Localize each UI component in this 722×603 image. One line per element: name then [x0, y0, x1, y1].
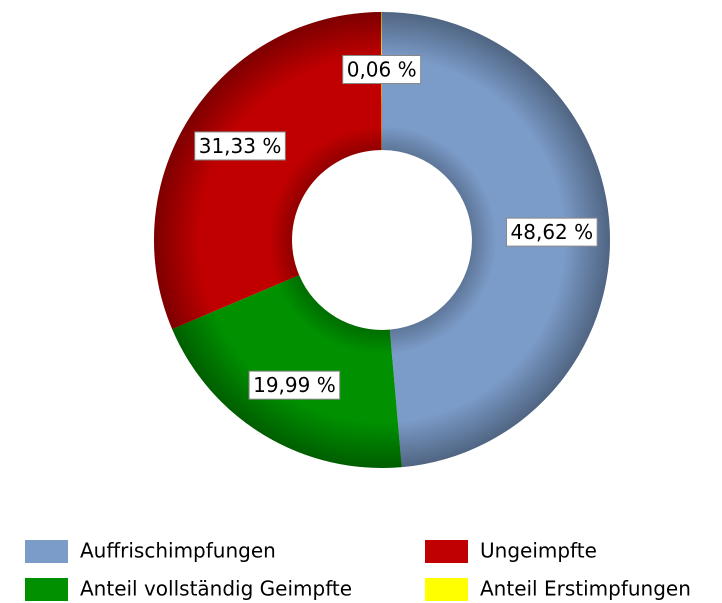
data-label-group: 19,99 %: [248, 370, 341, 400]
labels: 48,62 % 19,99 % 31,33 % 0,06 %: [194, 55, 598, 400]
legend-label: Anteil Erstimpfungen: [480, 577, 691, 601]
legend-label: Auffrischimpfungen: [80, 539, 276, 563]
data-label-box: [194, 131, 286, 161]
legend: Auffrischimpfungen Anteil vollständig Gei…: [25, 539, 691, 601]
legend-label: Anteil vollständig Geimpfte: [80, 577, 352, 601]
data-label: 48,62 %: [511, 220, 594, 244]
data-label-group: 48,62 %: [506, 217, 598, 247]
legend-swatch: [425, 540, 468, 563]
legend-swatch: [25, 578, 68, 601]
data-label: 31,33 %: [199, 134, 282, 158]
data-label: 0,06 %: [347, 58, 417, 82]
data-label-box: [506, 217, 598, 247]
data-label: 19,99 %: [253, 373, 336, 397]
legend-swatch: [425, 578, 468, 601]
legend-label: Ungeimpfte: [480, 539, 597, 563]
data-label-box: [248, 370, 341, 400]
data-label-group: 31,33 %: [194, 131, 286, 161]
data-label-box: [342, 55, 422, 85]
legend-swatch: [25, 540, 68, 563]
data-label-group: 0,06 %: [342, 55, 422, 85]
